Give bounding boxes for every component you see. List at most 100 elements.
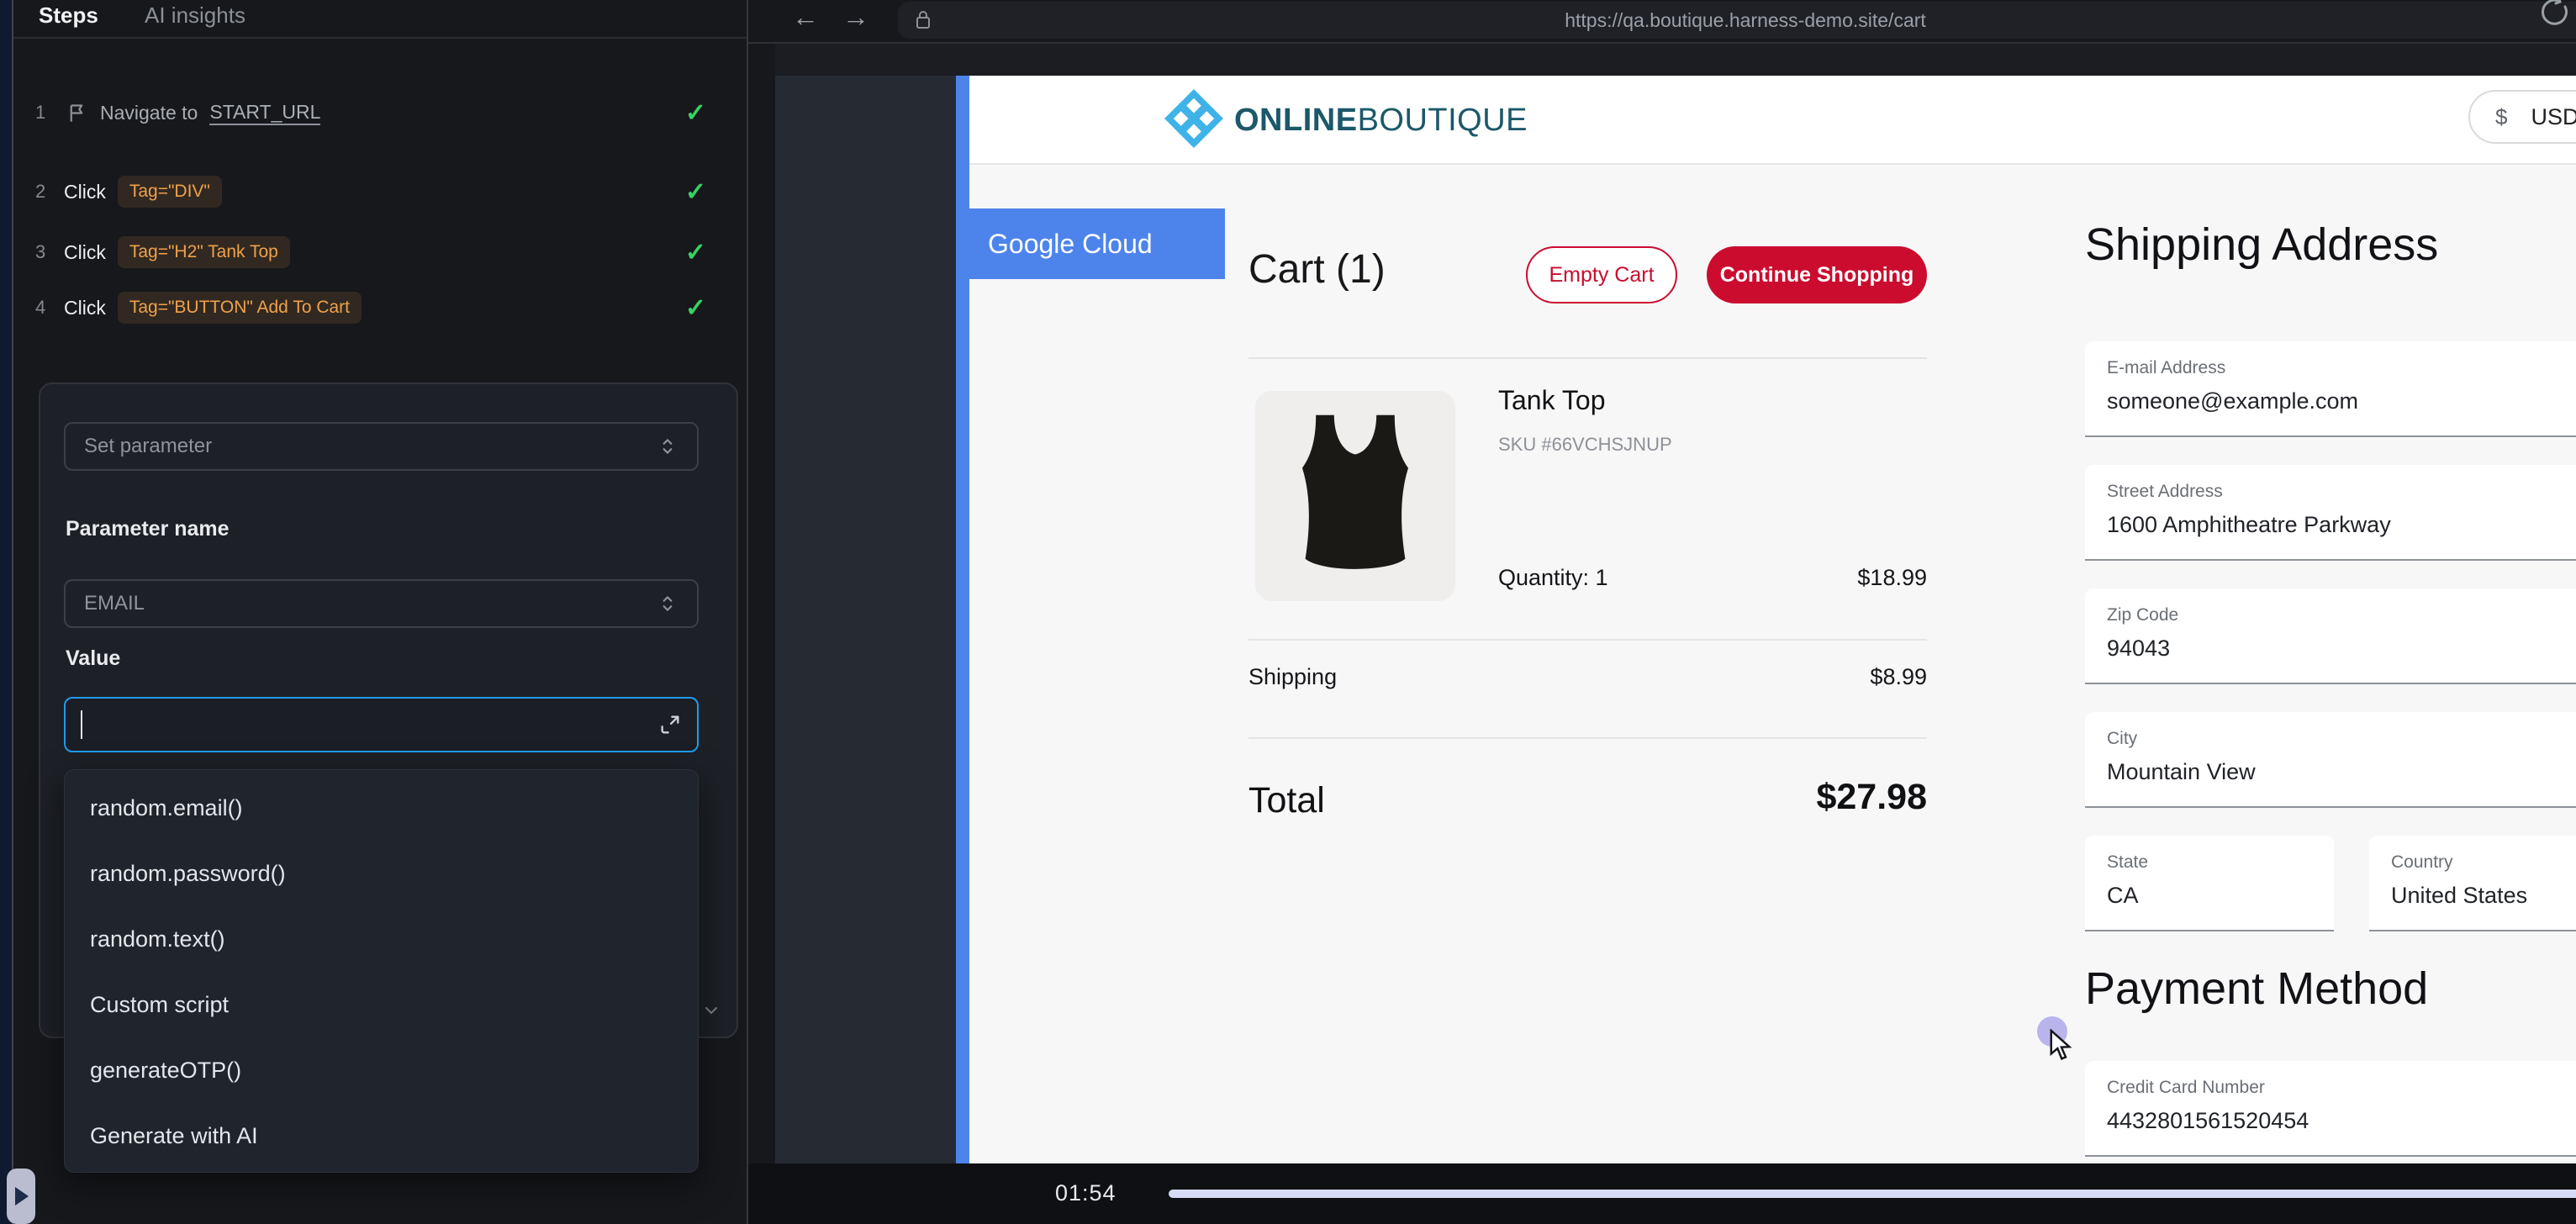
- field-value: 94043: [2107, 636, 2171, 661]
- field-label: Zip Code: [2107, 605, 2179, 625]
- currency-code: USD: [2531, 103, 2576, 129]
- step-number: 4: [35, 297, 46, 318]
- text-caret: [81, 710, 82, 739]
- viewport-top-strip: [748, 44, 2576, 76]
- step-link[interactable]: START_URL: [209, 101, 321, 125]
- form-field[interactable]: Street Address 1600 Amphitheatre Parkway: [2085, 465, 2576, 561]
- field-value: 1600 Amphitheatre Parkway: [2107, 512, 2391, 537]
- set-parameter-select[interactable]: Set parameter: [64, 422, 699, 471]
- step-target-badge: Tag="DIV": [117, 176, 222, 208]
- step-row-1[interactable]: 1 Navigate to START_URL ✓: [13, 94, 733, 131]
- field-value: CA: [2107, 883, 2139, 908]
- mouse-cursor: [2049, 1028, 2077, 1065]
- form-field[interactable]: E-mail Address someone@example.com: [2085, 341, 2576, 437]
- steps-sidebar: Steps AI insights 1 Navigate to START_URL ✓…: [0, 0, 748, 1224]
- online-boutique-logo-icon[interactable]: [1164, 87, 1223, 150]
- divider: [1248, 737, 1927, 739]
- step-target-badge: Tag="BUTTON" Add To Cart: [117, 292, 362, 324]
- browser-pane: ← → https://qa.boutique.harness-demo.sit…: [748, 0, 2576, 1224]
- step-number: 1: [35, 102, 46, 123]
- timestamp: 01:54: [1055, 1180, 1116, 1206]
- field-value: someone@example.com: [2107, 388, 2359, 414]
- product-name: Tank Top: [1498, 385, 1606, 415]
- field-value: United States: [2391, 883, 2528, 908]
- suggestion-item[interactable]: random.email(): [90, 794, 243, 820]
- url-bar[interactable]: https://qa.boutique.harness-demo.site/ca…: [898, 0, 2576, 39]
- unfold-icon: [657, 593, 678, 615]
- browser-back-button[interactable]: ←: [792, 2, 819, 32]
- step-row-2[interactable]: 2 Click Tag="DIV" ✓: [13, 173, 733, 210]
- check-icon: ✓: [684, 98, 706, 127]
- field-label: City: [2107, 729, 2138, 748]
- play-button[interactable]: [7, 1169, 35, 1224]
- value-input[interactable]: [64, 697, 699, 752]
- tab-steps[interactable]: Steps: [39, 3, 98, 28]
- browser-chrome: ← → https://qa.boutique.harness-demo.sit…: [748, 0, 2576, 44]
- continue-shopping-button[interactable]: Continue Shopping: [1707, 246, 1927, 303]
- shipping-address-title: Shipping Address: [2085, 219, 2439, 270]
- page-viewport: ONLINE BOUTIQUE $ USD Google Cloud Cart (…: [748, 44, 2576, 1163]
- field-value: Mountain View: [2107, 759, 2256, 784]
- step-row-4[interactable]: 4 Click Tag="BUTTON" Add To Cart ✓: [13, 289, 733, 326]
- suggestion-item[interactable]: random.text(): [90, 926, 225, 952]
- shipping-address-fields: E-mail Address someone@example.com Street …: [2085, 341, 2576, 931]
- payment-fields: Credit Card Number 4432801561520454: [2085, 1061, 2576, 1157]
- tab-ai-insights[interactable]: AI insights: [145, 3, 245, 28]
- suggestion-item[interactable]: Generate with AI: [90, 1122, 258, 1148]
- brand-name[interactable]: ONLINE BOUTIQUE: [1234, 76, 1528, 165]
- product-image: [1255, 391, 1455, 601]
- checkout-column: Shipping Address E-mail Address someone@e…: [2085, 76, 2576, 1163]
- step-action: Click: [64, 296, 106, 319]
- step-row-3[interactable]: 3 Click Tag="H2" Tank Top ✓: [13, 234, 733, 271]
- chevron-down-icon: [701, 1000, 721, 1025]
- check-icon: ✓: [684, 177, 706, 206]
- unfold-icon: [657, 435, 678, 457]
- cart-column: Cart (1) Empty Cart Continue Shopping Ta…: [1248, 76, 1927, 1163]
- half-field-row: State CA Country United States: [2085, 836, 2576, 931]
- parameter-name-label: Parameter name: [66, 517, 230, 541]
- browser-forward-button[interactable]: →: [842, 2, 869, 32]
- divider: [1248, 357, 1927, 359]
- currency-selector[interactable]: $ USD: [2468, 90, 2576, 144]
- parameter-name-select[interactable]: EMAIL: [64, 579, 699, 628]
- divider: [1248, 639, 1927, 641]
- field-value: 4432801561520454: [2107, 1108, 2309, 1133]
- suggestion-item[interactable]: generateOTP(): [90, 1057, 242, 1083]
- step-action: Click: [64, 240, 106, 263]
- value-suggestions-dropdown: random.email() random.password() random.te…: [64, 769, 699, 1173]
- form-field[interactable]: State CA: [2085, 836, 2334, 931]
- google-cloud-ribbon-strip: [956, 76, 969, 1163]
- online-boutique-page: ONLINE BOUTIQUE $ USD Google Cloud Cart (…: [956, 76, 2576, 1163]
- payment-method-title: Payment Method: [2085, 963, 2429, 1014]
- play-icon: [15, 1187, 29, 1206]
- value-label: Value: [66, 646, 121, 670]
- shipping-cost-value: $8.99: [1870, 664, 1927, 689]
- product-quantity: Quantity: 1: [1498, 565, 1608, 590]
- sidebar-tabbar: Steps AI insights: [13, 0, 747, 39]
- form-field[interactable]: City Mountain View: [2085, 712, 2576, 808]
- form-field[interactable]: Credit Card Number 4432801561520454: [2085, 1061, 2576, 1157]
- check-icon: ✓: [684, 238, 706, 266]
- product-price: $18.99: [1857, 565, 1927, 590]
- steps-list: 1 Navigate to START_URL ✓ 2 Click Tag="DIV" ✓ 3 C…: [13, 81, 733, 326]
- suggestion-item[interactable]: Custom script: [90, 991, 230, 1017]
- field-label: Country: [2391, 852, 2453, 872]
- step-number: 3: [35, 241, 46, 262]
- parameter-name-value: EMAIL: [84, 592, 145, 615]
- empty-cart-button[interactable]: Empty Cart: [1526, 246, 1677, 303]
- timer-icon[interactable]: [2537, 0, 2571, 33]
- form-field[interactable]: Country United States: [2369, 836, 2576, 931]
- left-rail: [0, 0, 12, 1224]
- form-field[interactable]: Zip Code 94043: [2085, 588, 2576, 684]
- recording-timeline: 01:54: [748, 1163, 2576, 1224]
- google-cloud-badge: Google Cloud: [956, 208, 1225, 279]
- suggestion-item[interactable]: random.password(): [90, 860, 286, 886]
- timeline-scrubber[interactable]: [1169, 1190, 2576, 1198]
- currency-symbol: $: [2495, 103, 2508, 129]
- lock-icon: [913, 8, 933, 32]
- sidebar-divider: [747, 0, 748, 1224]
- expand-icon[interactable]: [658, 713, 682, 736]
- brand-bold: ONLINE: [1234, 102, 1358, 138]
- flag-icon: [66, 102, 88, 124]
